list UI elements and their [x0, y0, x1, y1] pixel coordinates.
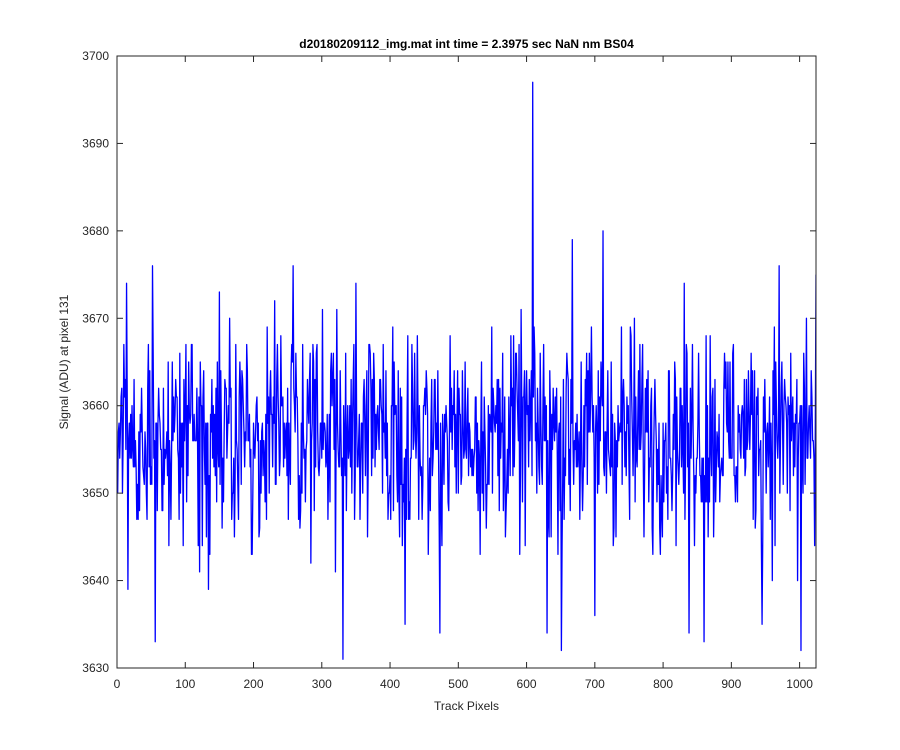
y-tick-label: 3640 — [82, 574, 109, 588]
x-tick-label: 1000 — [786, 677, 813, 691]
y-tick-label: 3680 — [82, 224, 109, 238]
y-tick-label: 3630 — [82, 661, 109, 675]
x-axis: 0 100 200 300 400 500 600 700 800 900 1000 — [114, 56, 813, 691]
x-tick-label: 900 — [721, 677, 741, 691]
x-tick-label: 600 — [517, 677, 537, 691]
x-tick-label: 400 — [380, 677, 400, 691]
plot-area — [117, 56, 816, 668]
series-layer — [117, 81, 816, 660]
x-tick-label: 0 — [114, 677, 121, 691]
x-tick-label: 100 — [175, 677, 195, 691]
x-tick-label: 800 — [653, 677, 673, 691]
x-tick-label: 700 — [585, 677, 605, 691]
y-tick-label: 3700 — [82, 49, 109, 63]
y-axis-label: Signal (ADU) at pixel 131 — [57, 294, 71, 429]
y-tick-label: 3650 — [82, 486, 109, 500]
x-tick-label: 200 — [244, 677, 264, 691]
y-axis: 3630 3640 3650 3660 3670 3680 3690 3700 — [82, 49, 816, 675]
series-line — [117, 81, 816, 660]
y-tick-label: 3670 — [82, 311, 109, 325]
axes-box — [116, 55, 817, 669]
y-tick-label: 3690 — [82, 136, 109, 150]
x-axis-label: Track Pixels — [434, 699, 499, 713]
y-tick-label: 3660 — [82, 399, 109, 413]
x-tick-label: 300 — [312, 677, 332, 691]
chart-title: d20180209112_img.mat int time = 2.3975 s… — [299, 37, 634, 51]
x-tick-label: 500 — [448, 677, 468, 691]
